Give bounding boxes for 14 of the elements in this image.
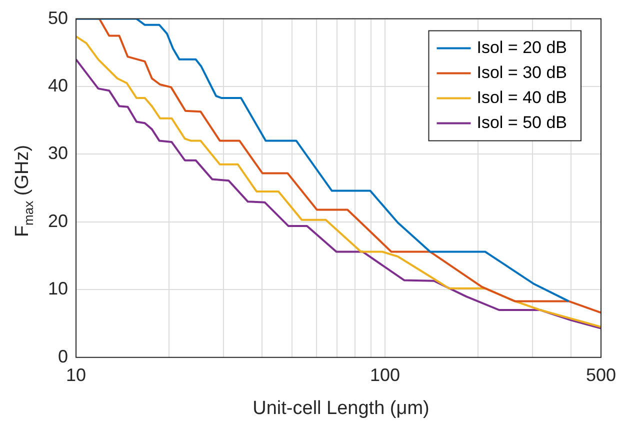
y-tick-label: 10 bbox=[48, 278, 68, 299]
y-tick-label: 30 bbox=[48, 143, 68, 164]
y-tick-label: 0 bbox=[58, 346, 68, 366]
legend-label: Isol = 30 dB bbox=[476, 62, 568, 82]
legend-label: Isol = 20 dB bbox=[476, 38, 568, 57]
y-tick-label: 20 bbox=[48, 210, 68, 231]
legend-label: Isol = 40 dB bbox=[476, 88, 568, 107]
x-axis-title: Unit-cell Length (μm) bbox=[252, 398, 430, 420]
x-tick-label: 10 bbox=[66, 365, 86, 386]
y-tick-label: 50 bbox=[48, 8, 68, 28]
y-tick-label: 40 bbox=[48, 75, 68, 96]
x-tick-label: 500 bbox=[586, 365, 616, 386]
legend-label: Isol = 50 dB bbox=[476, 112, 568, 132]
x-tick-label: 100 bbox=[370, 365, 400, 386]
